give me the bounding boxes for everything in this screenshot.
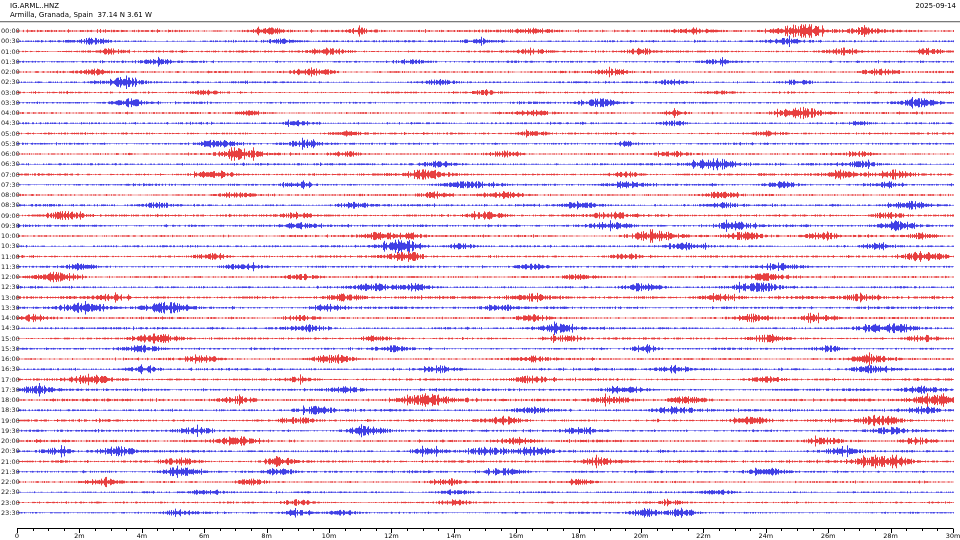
row-time-label: 07:30 bbox=[1, 180, 20, 189]
row-time-label: 00:30 bbox=[1, 37, 20, 46]
axis-tick-label: 2m bbox=[74, 532, 85, 540]
row-time-label: 19:00 bbox=[1, 416, 20, 425]
row-time-label: 02:30 bbox=[1, 78, 20, 87]
axis-tick-label: 0 bbox=[14, 532, 20, 540]
axis-tick-label: 30m bbox=[945, 532, 960, 540]
row-time-label: 23:30 bbox=[1, 508, 20, 517]
row-time-label: 21:30 bbox=[1, 467, 20, 476]
axis-tick-label: 14m bbox=[446, 532, 462, 540]
row-time-label: 02:00 bbox=[1, 68, 20, 76]
row-time-label: 16:30 bbox=[1, 365, 20, 374]
row-time-label: 12:30 bbox=[1, 283, 20, 292]
axis-tick-label: 4m bbox=[136, 532, 148, 540]
row-time-label: 10:00 bbox=[1, 232, 20, 240]
row-time-label: 11:00 bbox=[1, 252, 20, 261]
row-time-label: 15:30 bbox=[1, 344, 20, 353]
axis-tick-label: 24m bbox=[758, 532, 774, 540]
row-time-label: 09:00 bbox=[1, 211, 20, 220]
row-time-label: 05:00 bbox=[1, 129, 20, 138]
row-time-label: 09:30 bbox=[1, 221, 20, 230]
axis-tick-label: 26m bbox=[820, 532, 836, 540]
row-time-label: 08:30 bbox=[1, 201, 20, 210]
row-time-label: 13:30 bbox=[1, 303, 20, 312]
row-time-label: 22:00 bbox=[1, 478, 20, 486]
row-time-label: 03:00 bbox=[1, 88, 20, 97]
axis-tick-label: 10m bbox=[321, 532, 337, 540]
row-time-label: 08:00 bbox=[1, 191, 20, 199]
row-time-label: 04:30 bbox=[1, 119, 20, 128]
row-time-label: 06:30 bbox=[1, 160, 20, 169]
station-id: IG.ARML..HNZ bbox=[10, 2, 60, 10]
header-separator bbox=[0, 21, 960, 23]
row-time-label: 18:30 bbox=[1, 406, 20, 415]
axis-tick-label: 18m bbox=[571, 532, 586, 540]
axis-tick-label: 16m bbox=[508, 532, 524, 540]
axis-tick-label: 22m bbox=[696, 532, 711, 540]
row-time-label: 12:00 bbox=[1, 273, 20, 281]
axis-tick-label: 20m bbox=[633, 532, 649, 540]
row-time-label: 21:00 bbox=[1, 457, 20, 466]
axis-tick-label: 8m bbox=[261, 532, 272, 540]
date-label: 2025-09-14 bbox=[915, 2, 956, 10]
row-time-label: 00:00 bbox=[1, 27, 20, 35]
axis-tick-label: 28m bbox=[883, 532, 898, 540]
row-time-label: 19:30 bbox=[1, 426, 20, 435]
row-time-label: 17:30 bbox=[1, 385, 20, 394]
row-time-label: 20:30 bbox=[1, 447, 20, 456]
row-time-label: 22:30 bbox=[1, 488, 20, 497]
row-time-label: 23:00 bbox=[1, 498, 20, 507]
row-time-label: 16:00 bbox=[1, 355, 20, 363]
row-time-label: 04:00 bbox=[1, 109, 20, 117]
row-time-label: 13:00 bbox=[1, 293, 20, 302]
row-time-label: 20:00 bbox=[1, 437, 20, 445]
row-time-label: 14:00 bbox=[1, 314, 20, 322]
row-time-label: 07:00 bbox=[1, 170, 20, 179]
row-time-label: 18:00 bbox=[1, 396, 20, 404]
row-time-label: 06:00 bbox=[1, 150, 20, 158]
row-time-label: 14:30 bbox=[1, 324, 20, 333]
row-time-label: 05:30 bbox=[1, 139, 20, 148]
row-time-label: 17:00 bbox=[1, 375, 20, 384]
axis-tick-label: 6m bbox=[198, 532, 210, 540]
row-time-label: 11:30 bbox=[1, 262, 20, 271]
row-time-label: 10:30 bbox=[1, 242, 20, 251]
station-location: Armilla, Granada, Spain 37.14 N 3.61 W bbox=[10, 11, 152, 19]
row-time-label: 03:30 bbox=[1, 98, 20, 107]
axis-tick-label: 12m bbox=[384, 532, 399, 540]
row-time-label: 01:00 bbox=[1, 47, 20, 56]
row-time-label: 01:30 bbox=[1, 57, 20, 66]
row-time-label: 15:00 bbox=[1, 334, 20, 343]
